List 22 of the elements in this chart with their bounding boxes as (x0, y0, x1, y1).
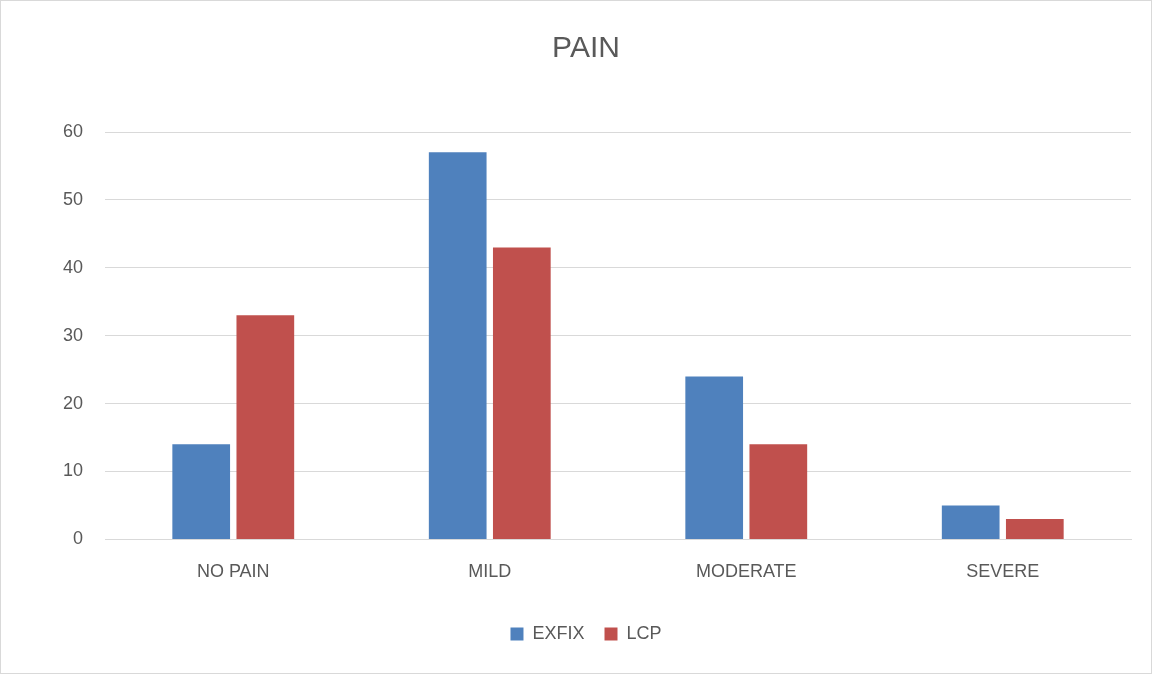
bar (236, 315, 295, 539)
y-tick-label: 0 (73, 528, 84, 549)
y-tick-label: 50 (62, 188, 84, 209)
y-tick-label: 60 (62, 120, 84, 141)
legend-label: EXFIX (532, 622, 585, 643)
bar (749, 444, 808, 539)
y-tick-label: 40 (62, 256, 84, 277)
bar (428, 152, 487, 539)
bar (685, 376, 744, 539)
x-tick-label: MILD (468, 561, 512, 582)
x-tick-label: SEVERE (966, 561, 1040, 582)
chart-title: PAIN (552, 30, 620, 64)
y-tick-label: 20 (62, 392, 84, 413)
legend-label: LCP (626, 622, 662, 643)
bar (492, 247, 551, 539)
bar (941, 505, 1000, 539)
bar (1005, 519, 1064, 539)
y-tick-label: 30 (62, 324, 84, 345)
x-tick-label: NO PAIN (196, 561, 270, 582)
y-tick-label: 10 (62, 460, 84, 481)
x-tick-label: MODERATE (695, 561, 797, 582)
bar (172, 444, 231, 539)
